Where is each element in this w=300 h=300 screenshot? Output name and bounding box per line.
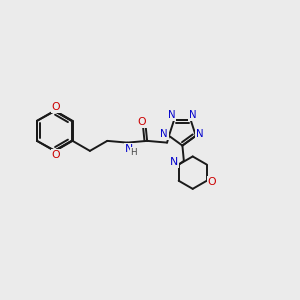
Text: N: N [196,129,204,139]
Text: O: O [52,150,60,160]
Text: N: N [124,144,133,154]
Text: N: N [168,110,176,120]
Text: H: H [130,148,137,157]
Text: O: O [52,102,60,112]
Text: N: N [169,157,178,167]
Text: O: O [207,177,216,187]
Text: O: O [138,117,146,127]
Text: N: N [160,129,168,139]
Text: N: N [189,110,197,120]
